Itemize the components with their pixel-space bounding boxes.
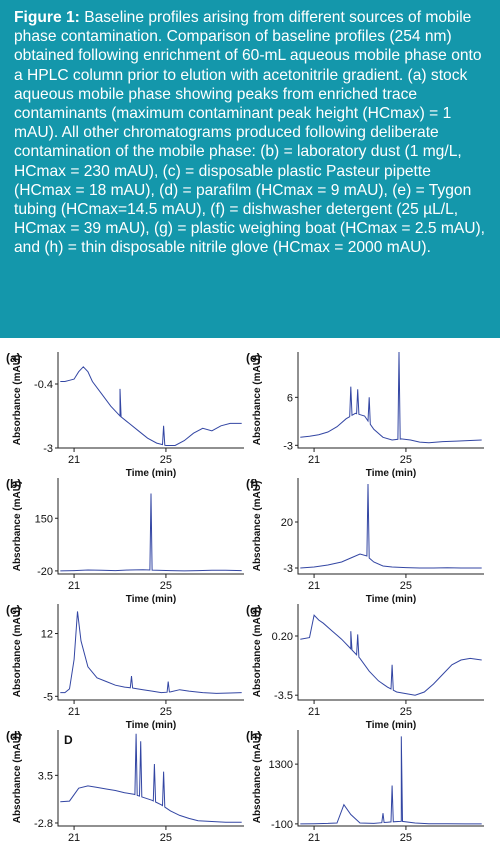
panel-d-axes xyxy=(57,730,244,827)
panel-h-ytick-label-1: -100 xyxy=(271,819,293,831)
panel-a-trace xyxy=(60,366,242,446)
panel-g-letter: (g) xyxy=(246,603,261,617)
panel-b-xtick-label-25: 25 xyxy=(160,580,172,592)
panel-a-xlabel: Time (min) xyxy=(126,468,176,479)
panel-c-ytick-label-0: 12 xyxy=(41,629,53,641)
chromatogram-grid: ANSTAR 21 25 -0.4 -3 Absorbance (mAU) Time (m… xyxy=(0,338,500,849)
panel-h-axes xyxy=(297,730,484,827)
panel-h-letter: (h) xyxy=(246,729,261,743)
panel-a-ytick-label-0: -0.4 xyxy=(34,379,53,391)
panel-e-axes xyxy=(297,352,484,449)
panel-b-ytick-label-1: -20 xyxy=(37,566,53,578)
panel-b-ylabel: Absorbance (mAU) xyxy=(12,481,23,572)
panel-f-xtick-label-25: 25 xyxy=(400,580,412,592)
panel-a-xtick-label-25: 25 xyxy=(160,454,172,466)
panel-d-annotation: D xyxy=(64,733,73,747)
panel-a-ytick-label-1: -3 xyxy=(43,443,53,455)
panel-c-ytick-label-1: -5 xyxy=(43,691,53,703)
panel-d-ytick-label-1: -2.8 xyxy=(34,818,53,830)
panel-h-xtick-label-25: 25 xyxy=(400,832,412,844)
panel-h-ytick-label-0: 1300 xyxy=(269,759,293,771)
panel-g-ytick-label-1: -3.5 xyxy=(274,690,293,702)
panel-e-trace xyxy=(300,351,482,444)
panel-b-ytick-label-0: 150 xyxy=(35,513,53,525)
panel-b-axes xyxy=(57,478,244,575)
panel-b-xtick-label-21: 21 xyxy=(68,580,80,592)
panel-f-axes xyxy=(297,478,484,575)
panel-d-trace xyxy=(60,733,242,823)
panel-c-xtick-label-25: 25 xyxy=(160,706,172,718)
panel-g-xlabel: Time (min) xyxy=(366,720,416,731)
panel-d-xtick-label-25: 25 xyxy=(160,832,172,844)
panel-e-xtick-label-21: 21 xyxy=(308,454,320,466)
panel-a-letter: (a) xyxy=(6,351,21,365)
panel-d-ytick-label-0: 3.5 xyxy=(38,770,53,782)
panel-g-trace xyxy=(300,614,482,696)
panel-background xyxy=(0,338,500,849)
panel-c-trace xyxy=(60,611,242,694)
panel-c-xtick-label-21: 21 xyxy=(68,706,80,718)
panel-f-ylabel: Absorbance (mAU) xyxy=(252,481,263,572)
panel-e-ytick-label-1: -3 xyxy=(283,440,293,452)
panel-f-xlabel: Time (min) xyxy=(366,594,416,605)
panel-e-ytick-label-0: 6 xyxy=(287,392,293,404)
panel-g-ytick-label-0: 0.20 xyxy=(272,631,293,643)
panel-h-xtick-label-21: 21 xyxy=(308,832,320,844)
panel-d-letter: (d) xyxy=(6,729,21,743)
panel-e-letter: (e) xyxy=(246,351,261,365)
panel-h-trace xyxy=(300,736,482,825)
panel-g-ylabel: Absorbance (mAU) xyxy=(252,607,263,698)
panel-e-ylabel: Absorbance (mAU) xyxy=(252,355,263,446)
watermark: ANSTAR xyxy=(40,616,379,681)
panel-c-axes xyxy=(57,604,244,701)
panel-f-letter: (f) xyxy=(246,477,258,491)
chart-panels: ANSTAR 21 25 -0.4 -3 Absorbance (mAU) Time (m… xyxy=(0,338,500,849)
figure-caption: Figure 1: Baseline profiles arising from… xyxy=(14,8,488,258)
panel-d-xtick-label-21: 21 xyxy=(68,832,80,844)
panel-c-xlabel: Time (min) xyxy=(126,720,176,731)
panel-c-ylabel: Absorbance (mAU) xyxy=(12,607,23,698)
panel-e-xlabel: Time (min) xyxy=(366,468,416,479)
panel-b-trace xyxy=(60,493,242,572)
figure-label: Figure 1: xyxy=(14,9,80,26)
panel-a-ylabel: Absorbance (mAU) xyxy=(12,355,23,446)
panel-h-ylabel: Absorbance (mAU) xyxy=(252,733,263,824)
panel-f-ytick-label-0: 20 xyxy=(281,517,293,529)
panel-b-letter: (b) xyxy=(6,477,21,491)
panel-f-xtick-label-21: 21 xyxy=(308,580,320,592)
panel-f-ytick-label-1: -3 xyxy=(283,563,293,575)
panel-c-letter: (c) xyxy=(6,603,21,617)
figure-caption-text: Baseline profiles arising from different… xyxy=(14,9,486,257)
panel-b-xlabel: Time (min) xyxy=(126,594,176,605)
panel-g-xtick-label-21: 21 xyxy=(308,706,320,718)
panel-a-xtick-label-21: 21 xyxy=(68,454,80,466)
panel-e-xtick-label-25: 25 xyxy=(400,454,412,466)
panel-d-ylabel: Absorbance (mAU) xyxy=(12,733,23,824)
panel-f-trace xyxy=(300,483,482,569)
panel-g-xtick-label-25: 25 xyxy=(400,706,412,718)
